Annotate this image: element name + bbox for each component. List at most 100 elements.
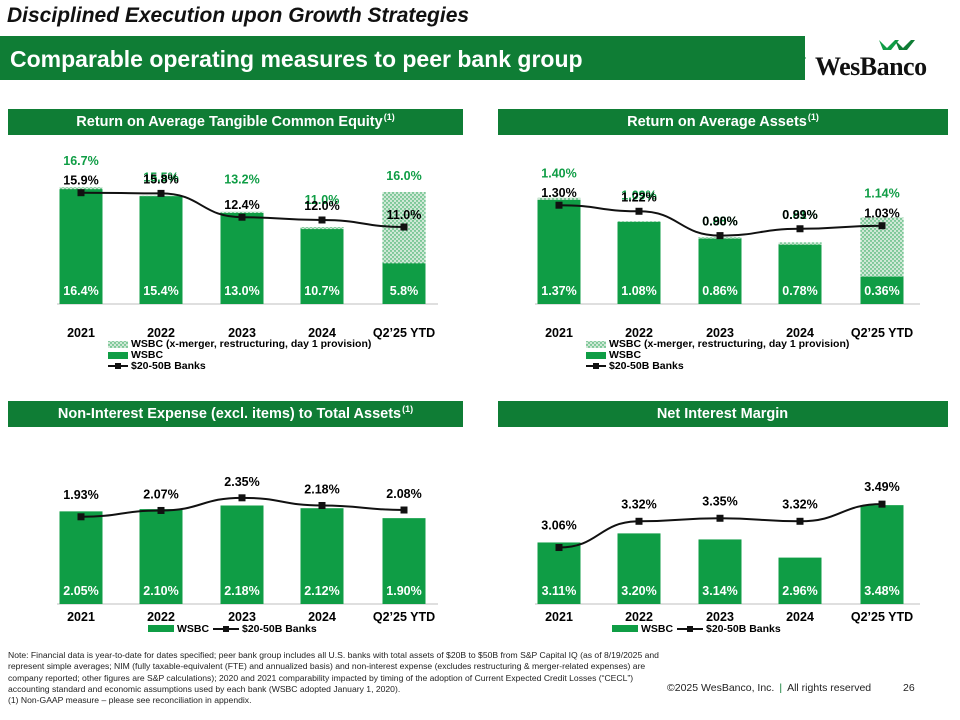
chart-legend: WSBC (x-merger, restructuring, day 1 pro… — [108, 338, 371, 372]
legend-label: $20-50B Banks — [706, 623, 781, 635]
chart-title: Return on Average Tangible Common Equity — [76, 114, 383, 130]
adjusted-value-label: 16.0% — [386, 169, 421, 183]
peer-value-label: 12.4% — [224, 198, 259, 212]
chart-title: Return on Average Assets — [627, 114, 807, 130]
category-label: 2023 — [228, 326, 256, 340]
adjusted-value-label: 11.0% — [305, 193, 340, 207]
wsbc-value-label: 1.37% — [541, 284, 576, 298]
chart-svg: 16.4% 2021 15.4% 2022 13.0% 2023 10.7% 2024 5.8%… — [57, 154, 438, 372]
adjusted-value-label: 0.81% — [782, 208, 817, 222]
wsbc-bar — [220, 505, 264, 604]
peer-value-label: 1.30% — [541, 186, 576, 200]
wsbc-value-label: 10.7% — [304, 284, 339, 298]
chart-title-footnote: (1) — [383, 112, 395, 122]
chart-title-footnote: (1) — [807, 112, 819, 122]
wsbc-bar — [537, 542, 581, 604]
legend-label: $20-50B Banks — [131, 360, 206, 372]
peer-marker — [77, 189, 85, 197]
wsbc-bar — [382, 263, 426, 304]
chart-legend: WSBC $20-50B Banks — [612, 623, 781, 635]
section-title: Disciplined Execution upon Growth Strate… — [7, 4, 470, 27]
peer-value-label: 2.07% — [143, 487, 178, 501]
legend-swatch-peer-marker — [223, 626, 229, 632]
legend-label: WSBC (x-merger, restructuring, day 1 pro… — [609, 338, 849, 350]
adjusted-value-label: 0.88% — [702, 215, 737, 229]
wsbc-value-label: 16.4% — [63, 284, 98, 298]
peer-marker — [716, 232, 724, 240]
wsbc-value-label: 3.14% — [702, 584, 737, 598]
legend-swatch-peer-marker — [115, 363, 121, 369]
legend-label: WSBC (x-merger, restructuring, day 1 pro… — [131, 338, 371, 350]
wsbc-value-label: 3.11% — [542, 584, 577, 598]
legend-swatch-peer-marker — [593, 363, 599, 369]
legend-label: $20-50B Banks — [609, 360, 684, 372]
chart-rotce: 16.4% 2021 15.4% 2022 13.0% 2023 10.7% 2024 5.8%… — [0, 140, 478, 385]
category-label: Q2’25 YTD — [373, 326, 435, 340]
peer-value-label: 2.18% — [304, 482, 339, 496]
peer-marker — [878, 222, 886, 230]
legend-swatch-adjusted — [108, 341, 128, 348]
copyright-text: ©2025 WesBanco, Inc. — [667, 682, 775, 694]
peer-value-label: 2.35% — [224, 475, 259, 489]
category-label: 2024 — [786, 610, 814, 624]
page-number: 26 — [903, 682, 915, 694]
category-label: Q2’25 YTD — [851, 610, 913, 624]
wsbc-bar — [220, 213, 264, 304]
chart-legend: WSBC (x-merger, restructuring, day 1 pro… — [586, 338, 849, 372]
peer-value-label: 0.99% — [782, 208, 817, 222]
wsbc-bar — [139, 509, 183, 604]
chart-nim: 3.11% 2021 3.20% 2022 3.14% 2023 2.96% 2024 3.48… — [478, 430, 960, 640]
chart-header-roaa: Return on Average Assets (1) — [498, 109, 948, 135]
logo-wordmark: WesBanco — [815, 52, 927, 81]
adjusted-value-label: 1.09% — [621, 188, 656, 202]
wsbc-bar — [860, 505, 904, 604]
peer-marker — [635, 207, 643, 215]
peer-value-label: 3.35% — [702, 494, 737, 508]
wsbc-value-label: 15.4% — [143, 284, 178, 298]
adjusted-value-label: 1.40% — [541, 167, 576, 181]
adjusted-value-label: 1.14% — [864, 186, 899, 200]
wsbc-bar — [778, 244, 822, 304]
peer-value-label: 1.22% — [621, 190, 656, 204]
chart-roaa: 1.37% 2021 1.08% 2022 0.86% 2023 0.78% 2024 0.36… — [478, 140, 960, 385]
peer-marker — [157, 189, 165, 197]
wsbc-value-label: 2.05% — [63, 584, 98, 598]
page-title: Comparable operating measures to peer ba… — [10, 46, 583, 72]
wsbc-value-label: 0.86% — [702, 284, 737, 298]
wsbc-value-label: 13.0% — [224, 284, 259, 298]
wsbc-bar — [860, 276, 904, 304]
chart-svg: 1.37% 2021 1.08% 2022 0.86% 2023 0.78% 2024 0.36… — [535, 167, 920, 372]
wsbc-bar — [59, 189, 103, 304]
peer-marker — [400, 506, 408, 514]
adjusted-value-label: 13.2% — [224, 173, 259, 187]
peer-marker — [716, 514, 724, 522]
wsbc-value-label: 0.78% — [782, 284, 817, 298]
peer-marker — [318, 501, 326, 509]
adjusted-value-label: 15.5% — [143, 170, 178, 184]
peer-marker — [238, 494, 246, 502]
peer-marker — [318, 216, 326, 224]
chart-title: Net Interest Margin — [656, 406, 789, 422]
adjusted-value-label: 16.7% — [63, 154, 98, 168]
category-label: 2023 — [706, 326, 734, 340]
wsbc-bar — [537, 199, 581, 304]
wsbc-bar — [300, 229, 344, 304]
chart-header-nie: Non-Interest Expense (excl. items) to To… — [8, 401, 463, 427]
footnote: Note: Financial data is year-to-date for… — [8, 650, 663, 706]
peer-value-label: 3.49% — [864, 480, 899, 494]
wsbc-bar — [59, 511, 103, 604]
category-label: 2022 — [625, 610, 653, 624]
wsbc-bar — [382, 518, 426, 604]
legend-swatch-peer-marker — [687, 626, 693, 632]
peer-value-label: 3.32% — [782, 497, 817, 511]
chart-svg: 2.05% 2021 2.10% 2022 2.18% 2023 2.12% 2024 1.90… — [57, 475, 438, 635]
wsbc-value-label: 1.08% — [621, 284, 656, 298]
wsbc-value-label: 5.8% — [390, 284, 419, 298]
legend-swatch-wsbc — [586, 352, 606, 359]
category-label: Q2’25 YTD — [851, 326, 913, 340]
wsbc-value-label: 0.36% — [864, 284, 899, 298]
wsbc-value-label: 2.10% — [143, 584, 178, 598]
peer-marker — [77, 513, 85, 521]
copyright-separator: | — [779, 682, 783, 694]
copyright: ©2025 WesBanco, Inc. | All rights reserved — [667, 682, 871, 694]
